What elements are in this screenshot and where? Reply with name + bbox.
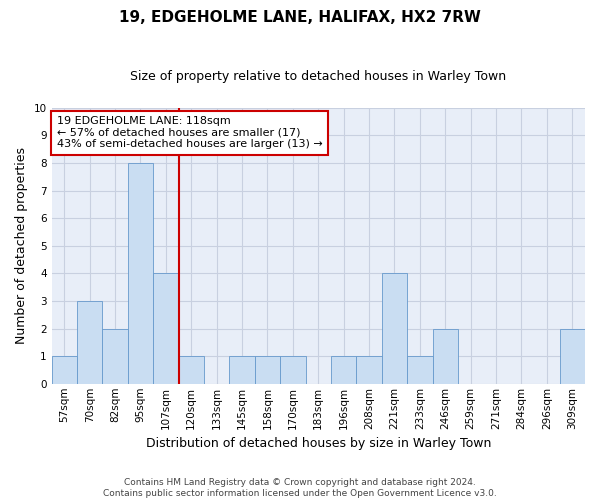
Bar [560, 328, 585, 384]
X-axis label: Distribution of detached houses by size in Warley Town: Distribution of detached houses by size … [146, 437, 491, 450]
Bar [52, 356, 77, 384]
Bar [407, 356, 433, 384]
Bar [153, 274, 179, 384]
Bar [280, 356, 305, 384]
Bar [77, 301, 103, 384]
Bar [356, 356, 382, 384]
Bar [331, 356, 356, 384]
Text: Contains HM Land Registry data © Crown copyright and database right 2024.
Contai: Contains HM Land Registry data © Crown c… [103, 478, 497, 498]
Bar [229, 356, 255, 384]
Y-axis label: Number of detached properties: Number of detached properties [15, 148, 28, 344]
Bar [103, 328, 128, 384]
Bar [255, 356, 280, 384]
Bar [433, 328, 458, 384]
Text: 19 EDGEHOLME LANE: 118sqm
← 57% of detached houses are smaller (17)
43% of semi-: 19 EDGEHOLME LANE: 118sqm ← 57% of detac… [57, 116, 323, 150]
Text: 19, EDGEHOLME LANE, HALIFAX, HX2 7RW: 19, EDGEHOLME LANE, HALIFAX, HX2 7RW [119, 10, 481, 25]
Bar [128, 163, 153, 384]
Title: Size of property relative to detached houses in Warley Town: Size of property relative to detached ho… [130, 70, 506, 83]
Bar [179, 356, 204, 384]
Bar [382, 274, 407, 384]
